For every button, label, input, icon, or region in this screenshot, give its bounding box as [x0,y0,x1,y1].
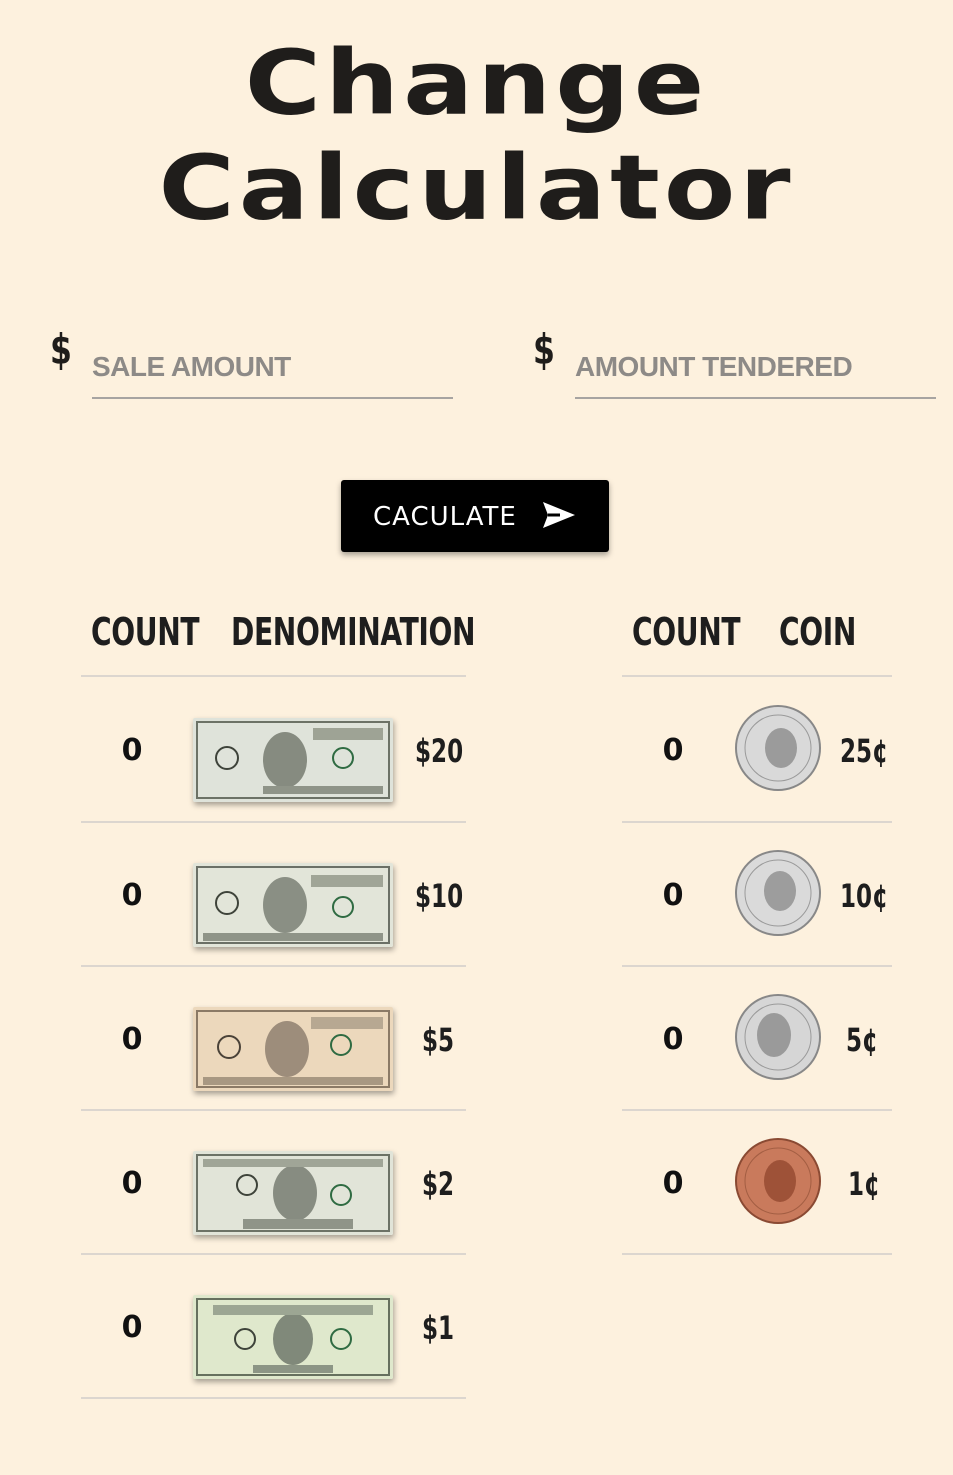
coin-value: 25¢ [840,732,889,770]
bill-count: 0 [121,1166,143,1201]
denomination-header: DENOMINATION [231,610,476,654]
bill-count: 0 [121,733,143,768]
row-divider [622,1109,892,1111]
coin-header: COIN [779,610,857,654]
bill-value: $5 [422,1021,455,1059]
row-divider [81,1109,466,1111]
one-dollar-bill-image [193,1295,393,1379]
row-divider [622,965,892,967]
bill-count: 0 [121,1310,143,1345]
bills-count-header: COUNT [91,610,200,654]
row-divider [81,965,466,967]
calculate-button-label: CACULATE [373,502,517,532]
five-dollar-bill-image [193,1007,393,1091]
dime-coin-image [735,850,821,936]
bill-value: $20 [415,732,464,770]
bill-row-10: 0 $10 [81,822,466,966]
bill-count: 0 [121,1022,143,1057]
coin-value: 10¢ [840,877,889,915]
title-line-2: Calculator [158,134,795,240]
bill-row-1: 0 $1 [81,1254,466,1398]
coin-count: 0 [662,733,684,768]
coin-count: 0 [662,1022,684,1057]
row-divider [622,1253,892,1255]
coin-value: 1¢ [848,1165,881,1203]
dollar-sign: $ [50,325,72,374]
sale-amount-input[interactable] [92,337,453,399]
coins-count-header: COUNT [632,610,741,654]
dollar-sign: $ [533,325,555,374]
coin-row-nickel: 0 5¢ [622,966,892,1110]
coin-count: 0 [662,878,684,913]
penny-coin-image [735,1138,821,1224]
coin-row-quarter: 0 25¢ [622,677,892,821]
coins-header-divider [622,675,892,677]
row-divider [81,1397,466,1399]
bills-header-divider [81,675,466,677]
page-title: Change Calculator [0,30,953,240]
send-icon [543,502,575,528]
bill-value: $2 [422,1165,455,1203]
bill-row-5: 0 $5 [81,966,466,1110]
coin-value: 5¢ [846,1021,879,1059]
bill-count: 0 [121,878,143,913]
ten-dollar-bill-image [193,863,393,947]
row-divider [622,821,892,823]
row-divider [81,821,466,823]
bill-row-20: 0 $20 [81,677,466,821]
coin-row-dime: 0 10¢ [622,822,892,966]
row-divider [81,1253,466,1255]
coin-count: 0 [662,1166,684,1201]
twenty-dollar-bill-image [193,718,393,802]
title-line-1: Change [244,30,709,135]
bill-value: $1 [422,1309,455,1347]
nickel-coin-image [735,994,821,1080]
amount-tendered-input[interactable] [575,337,936,399]
two-dollar-bill-image [193,1151,393,1235]
quarter-coin-image [735,705,821,791]
bill-row-2: 0 $2 [81,1110,466,1254]
calculate-button[interactable]: CACULATE [341,480,609,552]
bill-value: $10 [415,877,464,915]
coin-row-penny: 0 1¢ [622,1110,892,1254]
